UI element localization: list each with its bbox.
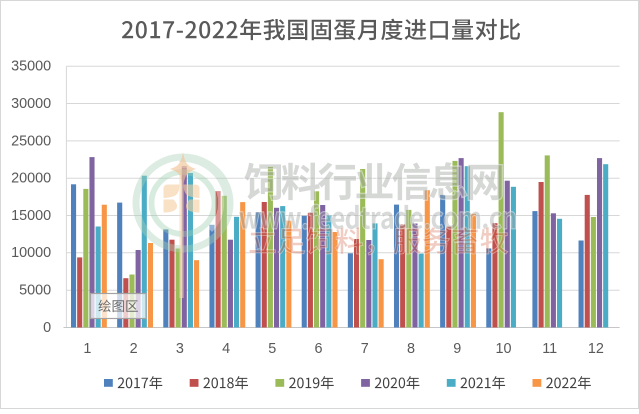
svg-text:5: 5 [268, 341, 276, 357]
svg-text:15000: 15000 [11, 208, 51, 224]
svg-text:10: 10 [495, 341, 511, 357]
svg-text:7: 7 [361, 341, 369, 357]
svg-text:35000: 35000 [11, 59, 51, 75]
svg-text:5000: 5000 [19, 283, 51, 299]
svg-text:4: 4 [222, 341, 230, 357]
svg-text:12: 12 [588, 341, 604, 357]
svg-text:9: 9 [453, 341, 461, 357]
svg-text:20000: 20000 [11, 171, 51, 187]
svg-text:10000: 10000 [11, 245, 51, 261]
svg-text:30000: 30000 [11, 96, 51, 112]
svg-text:25000: 25000 [11, 133, 51, 149]
svg-text:2: 2 [130, 341, 138, 357]
svg-text:0: 0 [43, 320, 51, 336]
svg-text:6: 6 [314, 341, 322, 357]
svg-text:8: 8 [407, 341, 415, 357]
svg-text:1: 1 [83, 341, 91, 357]
svg-text:3: 3 [176, 341, 184, 357]
svg-text:11: 11 [542, 341, 557, 357]
